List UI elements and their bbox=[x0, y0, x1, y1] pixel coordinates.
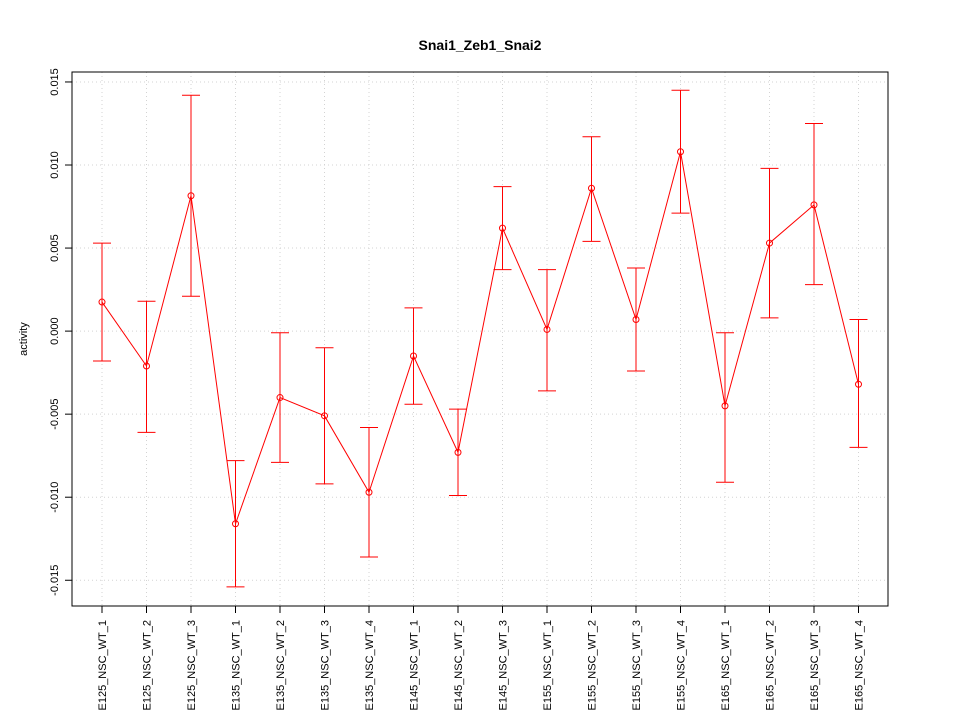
chart-title: Snai1_Zeb1_Snai2 bbox=[419, 37, 542, 53]
data-point bbox=[632, 315, 640, 323]
x-tick-label: E165_NSC_WT_1 bbox=[720, 620, 732, 711]
y-tick-label: 0.000 bbox=[49, 317, 61, 345]
x-tick-label: E135_NSC_WT_4 bbox=[364, 620, 376, 711]
plot-frame bbox=[71, 71, 889, 607]
data-point bbox=[410, 352, 417, 360]
data-point bbox=[810, 201, 818, 209]
data-point bbox=[721, 402, 729, 410]
data-point bbox=[365, 488, 373, 496]
series-line bbox=[101, 151, 859, 524]
x-tick-label: E165_NSC_WT_2 bbox=[765, 620, 777, 711]
data-point bbox=[543, 325, 551, 333]
x-tick-label: E135_NSC_WT_3 bbox=[320, 620, 332, 711]
x-tick-label: E125_NSC_WT_2 bbox=[142, 620, 154, 711]
x-tick-label: E145_NSC_WT_3 bbox=[498, 620, 510, 711]
y-tick-label: 0.015 bbox=[49, 68, 61, 96]
x-tick-label: E135_NSC_WT_2 bbox=[275, 620, 287, 711]
y-tick-label: -0.010 bbox=[49, 482, 61, 513]
data-point bbox=[187, 192, 195, 200]
data-point bbox=[588, 184, 595, 192]
data-point bbox=[276, 394, 284, 402]
x-tick-label: E155_NSC_WT_3 bbox=[631, 620, 643, 711]
y-axis-label: activity bbox=[18, 322, 30, 356]
x-tick-label: E135_NSC_WT_1 bbox=[231, 620, 243, 711]
x-tick-label: E145_NSC_WT_1 bbox=[409, 620, 421, 711]
x-tick-label: E155_NSC_WT_2 bbox=[587, 620, 599, 711]
data-point bbox=[499, 224, 506, 232]
data-point bbox=[677, 148, 684, 156]
x-tick-label: E155_NSC_WT_1 bbox=[542, 620, 554, 711]
data-point bbox=[143, 362, 150, 370]
x-tick-label: E125_NSC_WT_3 bbox=[186, 620, 198, 711]
data-point bbox=[321, 412, 328, 420]
x-tick-label: E165_NSC_WT_3 bbox=[809, 620, 821, 711]
x-tick-label: E155_NSC_WT_4 bbox=[676, 620, 688, 711]
axes: -0.015 -0.010 -0.005 0.000 0.005 0.010 0.015 E1… bbox=[49, 68, 866, 710]
grid bbox=[72, 72, 888, 606]
y-tick-label: -0.015 bbox=[49, 565, 61, 596]
series bbox=[93, 89, 868, 588]
x-tick-label: E125_NSC_WT_1 bbox=[97, 620, 109, 711]
data-point bbox=[766, 239, 773, 247]
data-point bbox=[454, 448, 462, 456]
y-tick-label: 0.010 bbox=[49, 151, 61, 179]
y-tick-label: 0.005 bbox=[49, 234, 61, 262]
y-tick-label: -0.005 bbox=[49, 399, 61, 430]
x-tick-label: E165_NSC_WT_4 bbox=[854, 620, 866, 711]
x-tick-label: E145_NSC_WT_2 bbox=[453, 620, 465, 711]
data-point bbox=[98, 298, 106, 306]
data-point bbox=[855, 380, 862, 388]
data-point bbox=[232, 520, 239, 528]
